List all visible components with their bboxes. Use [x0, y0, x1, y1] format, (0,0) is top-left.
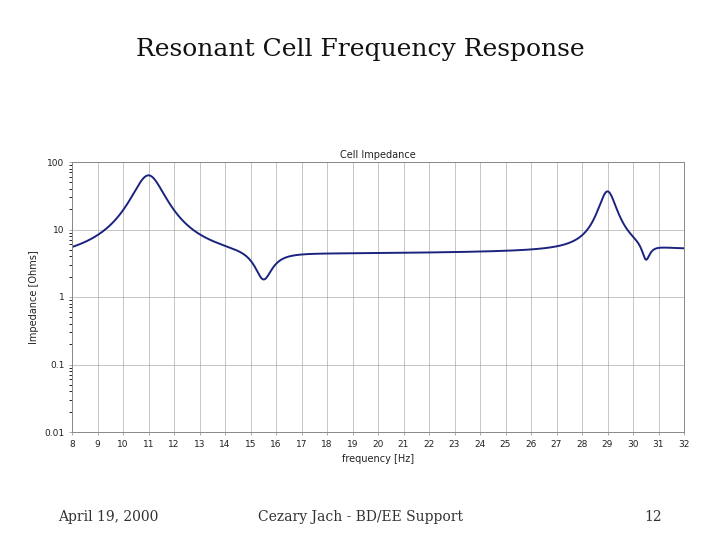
X-axis label: frequency [Hz]: frequency [Hz]	[342, 454, 414, 464]
Text: Cezary Jach - BD/EE Support: Cezary Jach - BD/EE Support	[258, 510, 462, 524]
Text: April 19, 2000: April 19, 2000	[58, 510, 158, 524]
Text: 12: 12	[645, 510, 662, 524]
Text: Resonant Cell Frequency Response: Resonant Cell Frequency Response	[135, 38, 585, 61]
Y-axis label: Impedance [Ohms]: Impedance [Ohms]	[29, 250, 39, 344]
Title: Cell Impedance: Cell Impedance	[340, 150, 416, 160]
